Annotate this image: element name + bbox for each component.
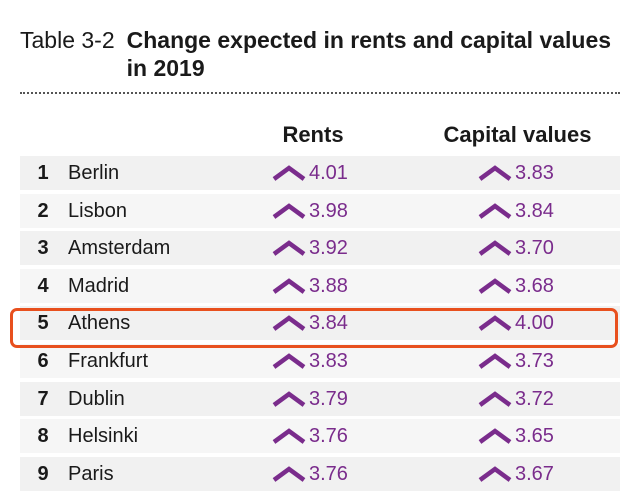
up-chevron-icon [272, 315, 306, 332]
table-row: 1 Berlin 4.01 3.83 [20, 156, 620, 190]
up-chevron-icon [478, 165, 512, 181]
column-header-rents: Rents [282, 122, 344, 147]
rank-number: 7 [37, 387, 49, 410]
up-chevron-icon [478, 315, 512, 332]
capital-number: 3.68 [515, 274, 554, 297]
column-header-capital-values: Capital values [443, 122, 592, 147]
rents-number: 3.92 [309, 237, 348, 260]
rank-number: 2 [37, 199, 49, 222]
rents-value: 3.92 [272, 231, 348, 265]
city-name: Paris [68, 462, 114, 485]
capital-value: 4.00 [478, 306, 554, 340]
table-title: Change expected in rents and capital val… [126, 27, 612, 81]
rents-value: 3.76 [272, 457, 348, 491]
rents-value: 3.98 [272, 194, 348, 228]
table-row: 6 Frankfurt 3.83 3.73 [20, 343, 620, 378]
rents-value: 3.76 [272, 419, 348, 453]
up-chevron-icon [478, 277, 512, 294]
up-chevron-icon [478, 353, 512, 369]
table-row: 2 Lisbon 3.98 3.84 [20, 193, 620, 228]
rank-number: 3 [37, 237, 49, 260]
table-row: 4 Madrid 3.88 3.68 [20, 268, 620, 303]
capital-value: 3.65 [478, 419, 554, 453]
rents-value: 3.83 [272, 344, 348, 378]
table-row: 7 Dublin 3.79 3.72 [20, 381, 620, 416]
capital-value: 3.73 [478, 344, 554, 378]
city-name: Frankfurt [68, 349, 149, 372]
up-chevron-icon [478, 465, 512, 482]
table-body: 1 Berlin 4.01 3.83 2 Lisbon 3.98 3.84 3 Amsterdam… [20, 156, 620, 494]
rank-number: 1 [37, 162, 49, 184]
capital-value: 3.84 [478, 194, 554, 228]
city-name: Dublin [68, 387, 125, 410]
up-chevron-icon [272, 465, 306, 482]
up-chevron-icon [478, 428, 512, 444]
table-row: 3 Amsterdam 3.92 3.70 [20, 231, 620, 266]
table-row: 5 Athens 3.84 4.00 [20, 306, 620, 341]
table-row: 8 Helsinki 3.76 3.65 [20, 419, 620, 454]
up-chevron-icon [272, 428, 306, 444]
table-number: Table 3-2 [20, 27, 115, 53]
rank-number: 8 [37, 425, 49, 448]
capital-value: 3.70 [478, 231, 554, 265]
up-chevron-icon [272, 202, 306, 219]
rents-value: 3.88 [272, 269, 348, 303]
up-chevron-icon [478, 390, 512, 407]
capital-number: 4.00 [515, 312, 554, 335]
capital-number: 3.72 [515, 387, 554, 410]
up-chevron-icon [272, 390, 306, 407]
capital-number: 3.84 [515, 199, 554, 222]
capital-value: 3.68 [478, 269, 554, 303]
rank-number: 4 [37, 274, 49, 297]
city-name: Helsinki [68, 425, 139, 448]
rents-number: 3.83 [309, 349, 348, 372]
city-name: Berlin [68, 162, 120, 184]
rents-value: 3.84 [272, 306, 348, 340]
capital-number: 3.73 [515, 349, 554, 372]
rank-number: 9 [37, 462, 49, 485]
table-caption: Table 3-2 Change expected in rents and c… [20, 26, 620, 82]
city-name: Athens [68, 312, 131, 335]
rents-number: 4.01 [309, 162, 348, 184]
rents-value: 4.01 [272, 156, 348, 190]
table-row: 9 Paris 3.76 3.67 [20, 456, 620, 491]
capital-number: 3.70 [515, 237, 554, 260]
rents-number: 3.76 [309, 462, 348, 485]
capital-number: 3.65 [515, 425, 554, 448]
dotted-divider [20, 92, 620, 94]
rents-number: 3.79 [309, 387, 348, 410]
rank-number: 5 [37, 312, 49, 335]
city-name: Madrid [68, 274, 130, 297]
capital-value: 3.72 [478, 382, 554, 416]
up-chevron-icon [272, 165, 306, 181]
capital-number: 3.83 [515, 162, 554, 184]
rents-number: 3.88 [309, 274, 348, 297]
up-chevron-icon [272, 277, 306, 294]
highlight-box [10, 308, 618, 348]
rents-number: 3.76 [309, 425, 348, 448]
up-chevron-icon [272, 353, 306, 369]
capital-value: 3.67 [478, 457, 554, 491]
up-chevron-icon [478, 240, 512, 257]
capital-number: 3.67 [515, 462, 554, 485]
capital-value: 3.83 [478, 156, 554, 190]
rents-value: 3.79 [272, 382, 348, 416]
rents-number: 3.84 [309, 312, 348, 335]
city-name: Amsterdam [68, 237, 171, 260]
city-name: Lisbon [68, 199, 127, 222]
up-chevron-icon [272, 240, 306, 257]
rents-number: 3.98 [309, 199, 348, 222]
up-chevron-icon [478, 202, 512, 219]
rank-number: 6 [37, 349, 49, 372]
